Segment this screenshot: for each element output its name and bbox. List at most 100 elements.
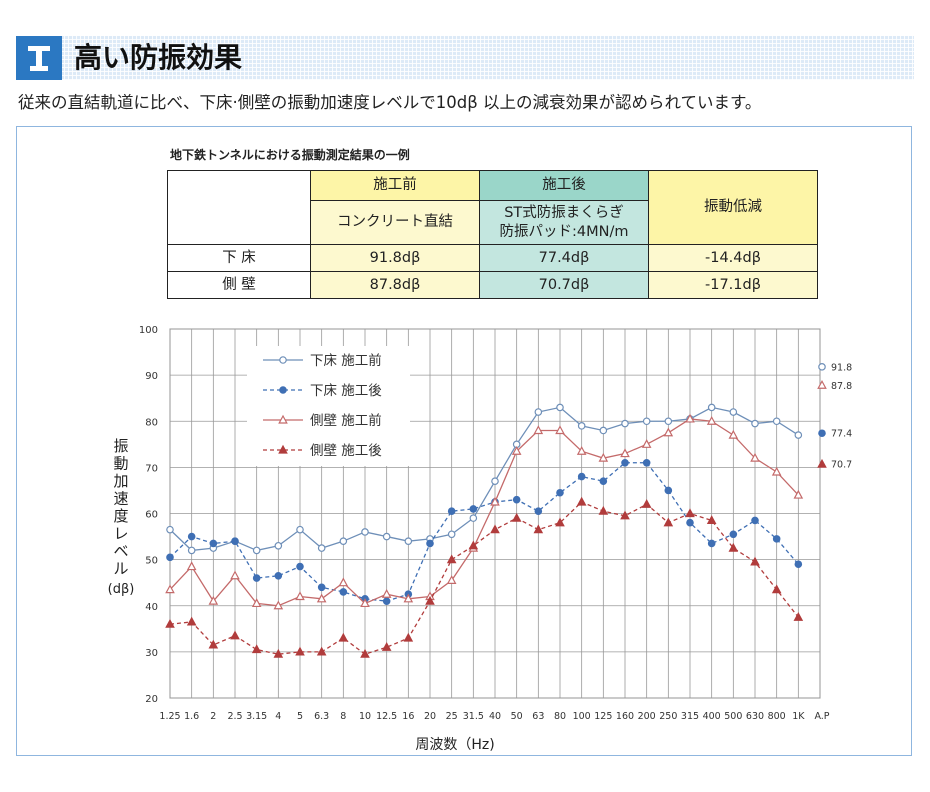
data-point [706,515,717,525]
x-tick-label: 125 [594,711,612,722]
data-point [772,417,781,426]
x-tick-label: 1.6 [184,711,199,722]
data-point [771,584,782,594]
data-point [382,532,391,541]
data-point [209,539,218,548]
data-point [750,556,760,566]
data-point [620,510,630,520]
data-point [165,584,175,594]
data-point [707,539,716,548]
data-point [251,644,262,654]
y-tick-label: 90 [145,371,158,382]
data-point [187,546,196,555]
x-tick-label: 630 [746,711,764,722]
data-point [231,537,239,545]
svg-text:レ: レ [113,525,128,543]
data-point [360,648,370,658]
data-point [771,466,782,476]
x-tick-label: 31.5 [463,711,484,722]
series-line [169,501,799,655]
svg-text:ベ: ベ [113,542,128,560]
data-point [534,408,543,416]
y-tick-label: 40 [145,602,158,613]
data-point [274,571,283,580]
svg-text:速: 速 [113,490,128,508]
data-point [381,588,392,598]
x-tick-label: 5 [297,711,303,722]
data-point [274,541,283,550]
data-point [230,570,240,580]
data-point [230,630,240,640]
ap-point [817,380,827,389]
x-tick-label: 100 [573,711,591,722]
data-point [382,597,391,605]
data-point [556,403,564,412]
data-point [252,546,261,555]
data-point [598,505,609,515]
x-tick-label: 6.3 [314,711,329,722]
data-point [425,595,435,605]
data-point [296,525,304,534]
data-point [511,512,522,522]
data-point [511,445,522,455]
x-tick-label: 160 [616,711,634,722]
data-point [469,514,478,522]
x-tick-label: 25 [446,711,458,722]
data-point [556,488,564,497]
cell-wall-reduction: -17.1dβ [648,271,818,299]
header-before: 施工前 [310,170,480,201]
data-point [296,562,304,571]
cell-floor-reduction: -14.4dβ [648,244,818,272]
series-line [169,418,799,607]
data-point [187,532,196,541]
data-point [491,477,499,486]
data-point [490,496,500,506]
data-point [751,419,759,428]
data-point [447,507,456,515]
intro-text: 従来の直結軌道に比べ、下床·側壁の振動加速度レベルで10dβ 以上の減衰効果が認… [18,93,762,112]
data-point [599,426,608,435]
x-tick-label: 315 [681,711,699,722]
data-point [576,445,587,455]
data-point [208,595,219,605]
rail-icon [16,36,62,80]
x-tick-label: 63 [532,711,544,722]
data-point [361,528,369,536]
x-tick-label: 20 [424,711,436,722]
data-point [685,413,695,423]
data-point [642,458,651,467]
data-point [251,598,262,608]
data-point [186,616,197,626]
cell-wall-after: 70.7dβ [479,271,649,299]
data-point [208,639,219,649]
data-point [338,632,349,642]
data-point [534,507,543,515]
data-point [426,539,434,548]
x-tick-label: 800 [768,711,786,722]
data-point [729,530,738,539]
page-title: 高い防振効果 [74,41,243,74]
legend-label: 側壁 施工後 [310,443,382,459]
data-point [686,518,694,527]
table-corner [167,170,311,245]
svg-text:振: 振 [113,437,128,455]
legend-marker [279,356,287,364]
results-table: 施工前 施工後 振動低減 コンクリート直結 ST式防振まくらぎ 防振パッド:4M… [167,170,818,299]
ap-value-label: 77.4 [831,429,852,440]
legend-marker [278,414,288,424]
data-point [295,646,305,656]
x-tick-label: 8 [340,711,346,722]
table-caption: 地下鉄トンネルにおける振動測定結果の一例 [170,148,410,162]
data-point [273,600,284,610]
data-point [360,598,370,608]
data-point [469,505,478,513]
ap-value-label: 91.8 [831,362,852,373]
data-point [295,591,305,601]
x-tick-label: 2 [210,711,216,722]
header-after-sub-line2: 防振パッド:4MN/m [499,223,629,240]
data-point [685,508,695,518]
header-after: 施工後 [479,170,649,201]
data-point [663,517,674,527]
header-after-sub: ST式防振まくらぎ 防振パッド:4MN/m [479,200,649,245]
